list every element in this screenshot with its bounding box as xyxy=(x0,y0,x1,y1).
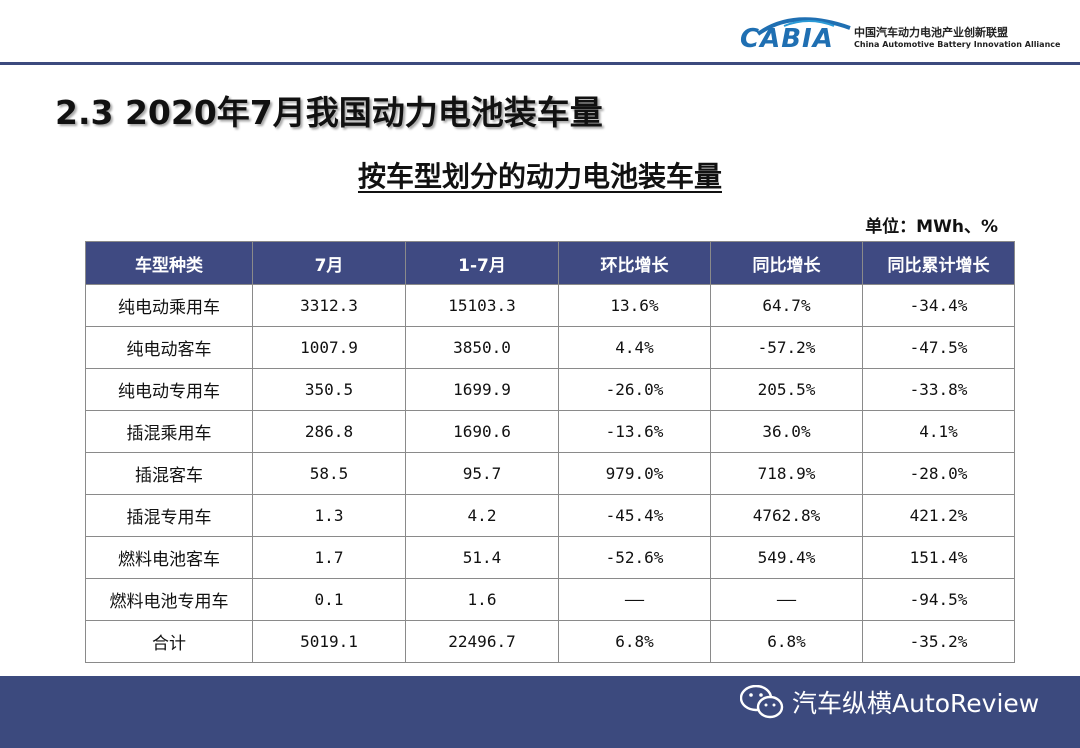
col-header: 同比累计增长 xyxy=(862,241,1015,285)
table-title: 按车型划分的动力电池装车量 xyxy=(357,160,722,193)
value-cell: 718.9% xyxy=(710,452,863,495)
vehicle-type-cell: 合计 xyxy=(85,620,253,663)
value-cell: 1007.9 xyxy=(252,326,406,369)
value-cell: 36.0% xyxy=(710,410,863,453)
table-row: 纯电动专用车 350.5 1699.9 -26.0% 205.5% -33.8% xyxy=(85,368,1015,411)
col-header: 同比增长 xyxy=(710,241,863,285)
value-cell: 51.4 xyxy=(405,536,559,579)
value-cell: 1690.6 xyxy=(405,410,559,453)
col-header: 环比增长 xyxy=(558,241,711,285)
value-cell: -94.5% xyxy=(862,578,1015,621)
table-row: 纯电动客车 1007.9 3850.0 4.4% -57.2% -47.5% xyxy=(85,326,1015,369)
value-cell: 4.1% xyxy=(862,410,1015,453)
value-cell: 3850.0 xyxy=(405,326,559,369)
value-cell: —— xyxy=(558,578,711,621)
table-row: 插混专用车 1.3 4.2 -45.4% 4762.8% 421.2% xyxy=(85,494,1015,537)
section-title: 2.3 2020年7月我国动力电池装车量 xyxy=(55,93,603,132)
table-row: 燃料电池客车 1.7 51.4 -52.6% 549.4% 151.4% xyxy=(85,536,1015,579)
vehicle-type-cell: 燃料电池专用车 xyxy=(85,578,253,621)
value-cell: -34.4% xyxy=(862,284,1015,327)
vehicle-type-cell: 纯电动专用车 xyxy=(85,368,253,411)
vehicle-type-cell: 插混专用车 xyxy=(85,494,253,537)
vehicle-type-cell: 纯电动乘用车 xyxy=(85,284,253,327)
col-header: 车型种类 xyxy=(85,241,253,285)
value-cell: 1.3 xyxy=(252,494,406,537)
footer-brand-text: 汽车纵横AutoReview xyxy=(792,689,1040,718)
org-name-cn: 中国汽车动力电池产业创新联盟 xyxy=(854,26,1008,39)
value-cell: 95.7 xyxy=(405,452,559,495)
value-cell: 5019.1 xyxy=(252,620,406,663)
value-cell: -28.0% xyxy=(862,452,1015,495)
value-cell: 286.8 xyxy=(252,410,406,453)
value-cell: 6.8% xyxy=(710,620,863,663)
vehicle-type-cell: 纯电动客车 xyxy=(85,326,253,369)
table-row: 插混客车 58.5 95.7 979.0% 718.9% -28.0% xyxy=(85,452,1015,495)
value-cell: 421.2% xyxy=(862,494,1015,537)
battery-table: 车型种类 7月 1-7月 环比增长 同比增长 同比累计增长 纯电动乘用车 3312… xyxy=(85,241,1015,663)
value-cell: 22496.7 xyxy=(405,620,559,663)
value-cell: 151.4% xyxy=(862,536,1015,579)
value-cell: -33.8% xyxy=(862,368,1015,411)
footer-brand: 汽车纵横AutoReview xyxy=(740,684,1039,720)
table-row: 燃料电池专用车 0.1 1.6 —— —— -94.5% xyxy=(85,578,1015,621)
value-cell: 1.6 xyxy=(405,578,559,621)
header-divider xyxy=(0,62,1080,65)
value-cell: 0.1 xyxy=(252,578,406,621)
table-row: 合计 5019.1 22496.7 6.8% 6.8% -35.2% xyxy=(85,620,1015,663)
value-cell: 205.5% xyxy=(710,368,863,411)
footer-bar xyxy=(0,676,1080,748)
value-cell: 549.4% xyxy=(710,536,863,579)
value-cell: -57.2% xyxy=(710,326,863,369)
wechat-icon xyxy=(740,685,784,719)
value-cell: 979.0% xyxy=(558,452,711,495)
top-bar xyxy=(0,0,1080,64)
unit-label: 单位：MWh、% xyxy=(865,217,998,237)
col-header: 7月 xyxy=(252,241,406,285)
logo-arc-icon xyxy=(756,17,851,36)
value-cell: 4.4% xyxy=(558,326,711,369)
value-cell: -45.4% xyxy=(558,494,711,537)
value-cell: 4762.8% xyxy=(710,494,863,537)
table-header-row: 车型种类 7月 1-7月 环比增长 同比增长 同比累计增长 xyxy=(85,241,1015,285)
cabia-logo: CABIA 中国汽车动力电池产业创新联盟 China Automotive Ba… xyxy=(740,14,1060,58)
vehicle-type-cell: 插混客车 xyxy=(85,452,253,495)
vehicle-type-cell: 燃料电池客车 xyxy=(85,536,253,579)
org-name-en: China Automotive Battery Innovation Alli… xyxy=(854,40,1061,49)
value-cell: 4.2 xyxy=(405,494,559,537)
value-cell: -47.5% xyxy=(862,326,1015,369)
value-cell: 350.5 xyxy=(252,368,406,411)
value-cell: 1699.9 xyxy=(405,368,559,411)
value-cell: -52.6% xyxy=(558,536,711,579)
value-cell: 3312.3 xyxy=(252,284,406,327)
table-row: 插混乘用车 286.8 1690.6 -13.6% 36.0% 4.1% xyxy=(85,410,1015,453)
table-row: 纯电动乘用车 3312.3 15103.3 13.6% 64.7% -34.4% xyxy=(85,284,1015,327)
value-cell: 64.7% xyxy=(710,284,863,327)
value-cell: 58.5 xyxy=(252,452,406,495)
col-header: 1-7月 xyxy=(405,241,559,285)
vehicle-type-cell: 插混乘用车 xyxy=(85,410,253,453)
value-cell: 13.6% xyxy=(558,284,711,327)
value-cell: —— xyxy=(710,578,863,621)
value-cell: -13.6% xyxy=(558,410,711,453)
logo-text: CABIA xyxy=(740,24,834,54)
value-cell: 1.7 xyxy=(252,536,406,579)
value-cell: -26.0% xyxy=(558,368,711,411)
value-cell: 6.8% xyxy=(558,620,711,663)
value-cell: 15103.3 xyxy=(405,284,559,327)
value-cell: -35.2% xyxy=(862,620,1015,663)
